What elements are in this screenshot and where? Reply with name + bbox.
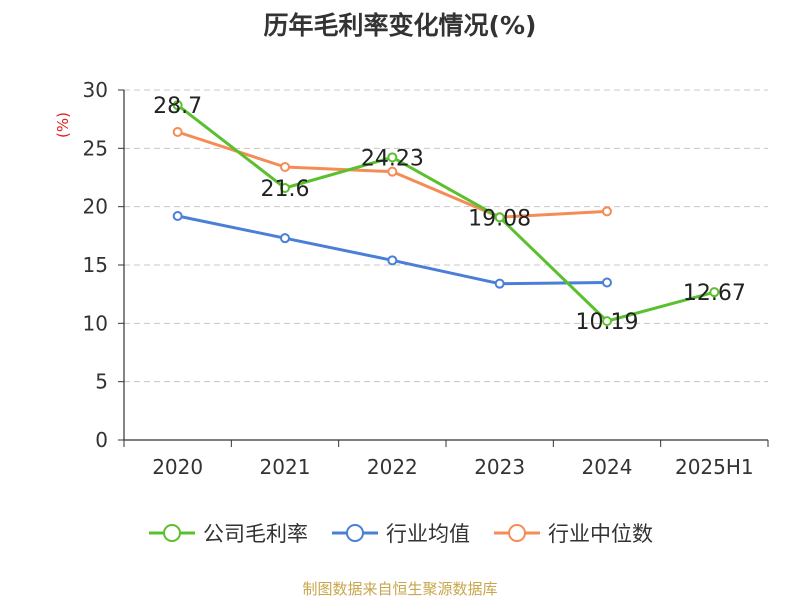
data-point — [602, 206, 612, 217]
legend-swatch-icon — [330, 522, 380, 544]
data-point — [709, 287, 720, 298]
y-tick-label: 30 — [83, 78, 108, 102]
data-point — [387, 255, 398, 266]
data-label: 19.08 — [468, 206, 531, 231]
data-point — [280, 162, 290, 172]
data-label: 24.23 — [361, 146, 424, 171]
data-point — [387, 166, 398, 177]
data-label: 28.7 — [153, 94, 202, 119]
data-label: 21.6 — [261, 177, 310, 202]
x-tick-label: 2022 — [367, 455, 418, 479]
y-tick-label: 10 — [83, 311, 108, 335]
data-point — [280, 233, 290, 244]
grid-lines — [124, 89, 768, 383]
y-tick-label: 5 — [95, 370, 108, 394]
legend-label: 行业均值 — [386, 522, 470, 546]
data-point — [387, 152, 398, 163]
legend-item[interactable]: 行业中位数 — [492, 518, 653, 548]
data-point — [494, 212, 505, 223]
source-note: 制图数据来自恒生聚源数据库 — [302, 580, 498, 598]
data-label: 12.67 — [683, 281, 746, 306]
legend: 公司毛利率 行业均值 行业中位数 — [0, 518, 800, 548]
y-axis-label: (%) — [54, 112, 72, 138]
x-tick-label: 2024 — [582, 455, 633, 479]
y-tick-label: 0 — [95, 428, 108, 452]
data-point — [602, 316, 612, 327]
legend-swatch-icon — [492, 522, 542, 544]
data-point — [172, 100, 183, 111]
x-tick-label: 2023 — [474, 455, 525, 479]
chart-title: 历年毛利率变化情况(%) — [263, 11, 537, 40]
data-point — [602, 277, 612, 288]
data-point — [172, 127, 183, 137]
series-lines — [172, 100, 720, 327]
data-point — [172, 211, 183, 221]
data-point — [494, 278, 505, 289]
x-tick-label: 2020 — [152, 455, 203, 479]
y-tick-label: 25 — [83, 136, 108, 160]
series-line-0 — [176, 103, 715, 323]
data-point — [280, 183, 290, 193]
x-tick-label: 2025H1 — [675, 455, 754, 479]
legend-label: 行业中位数 — [548, 522, 653, 546]
data-labels: 28.7 21.6 24.23 19.08 10.19 12.67 — [153, 94, 746, 335]
y-tick-label: 15 — [83, 253, 108, 277]
y-tick-label: 20 — [83, 195, 108, 219]
legend-swatch-icon — [147, 522, 197, 544]
x-tick-label: 2021 — [260, 455, 311, 479]
series-line-1 — [177, 214, 608, 286]
axes: 0 5 10 15 20 25 30 (%) 2020 2021 2022 2023 2024 2025H… — [54, 78, 769, 479]
legend-label: 公司毛利率 — [203, 522, 308, 546]
legend-item[interactable]: 公司毛利率 — [147, 518, 308, 548]
data-label: 10.19 — [576, 310, 639, 335]
legend-item[interactable]: 行业均值 — [330, 518, 470, 548]
